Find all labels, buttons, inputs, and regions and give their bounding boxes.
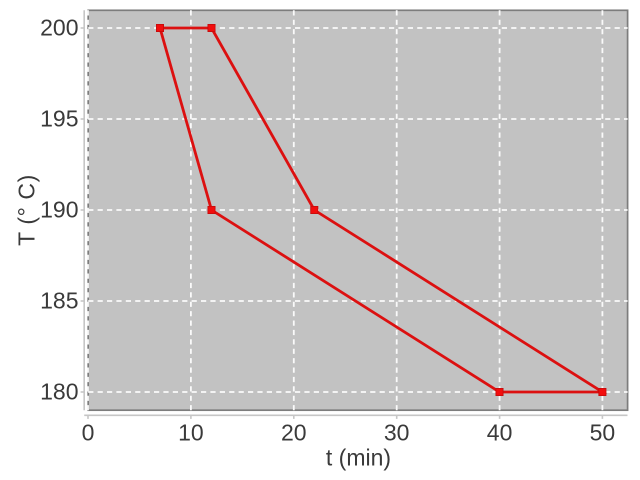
svg-text:30: 30 bbox=[384, 420, 410, 446]
svg-text:t (min): t (min) bbox=[326, 445, 391, 471]
svg-text:195: 195 bbox=[40, 106, 78, 132]
svg-text:190: 190 bbox=[40, 197, 78, 223]
svg-text:50: 50 bbox=[590, 420, 616, 446]
svg-text:180: 180 bbox=[40, 379, 78, 405]
svg-text:T (° C): T (° C) bbox=[14, 174, 40, 246]
svg-text:10: 10 bbox=[178, 420, 204, 446]
svg-text:185: 185 bbox=[40, 288, 78, 314]
svg-text:40: 40 bbox=[487, 420, 513, 446]
svg-text:200: 200 bbox=[40, 15, 78, 41]
svg-text:0: 0 bbox=[82, 420, 95, 446]
svg-text:20: 20 bbox=[281, 420, 307, 446]
